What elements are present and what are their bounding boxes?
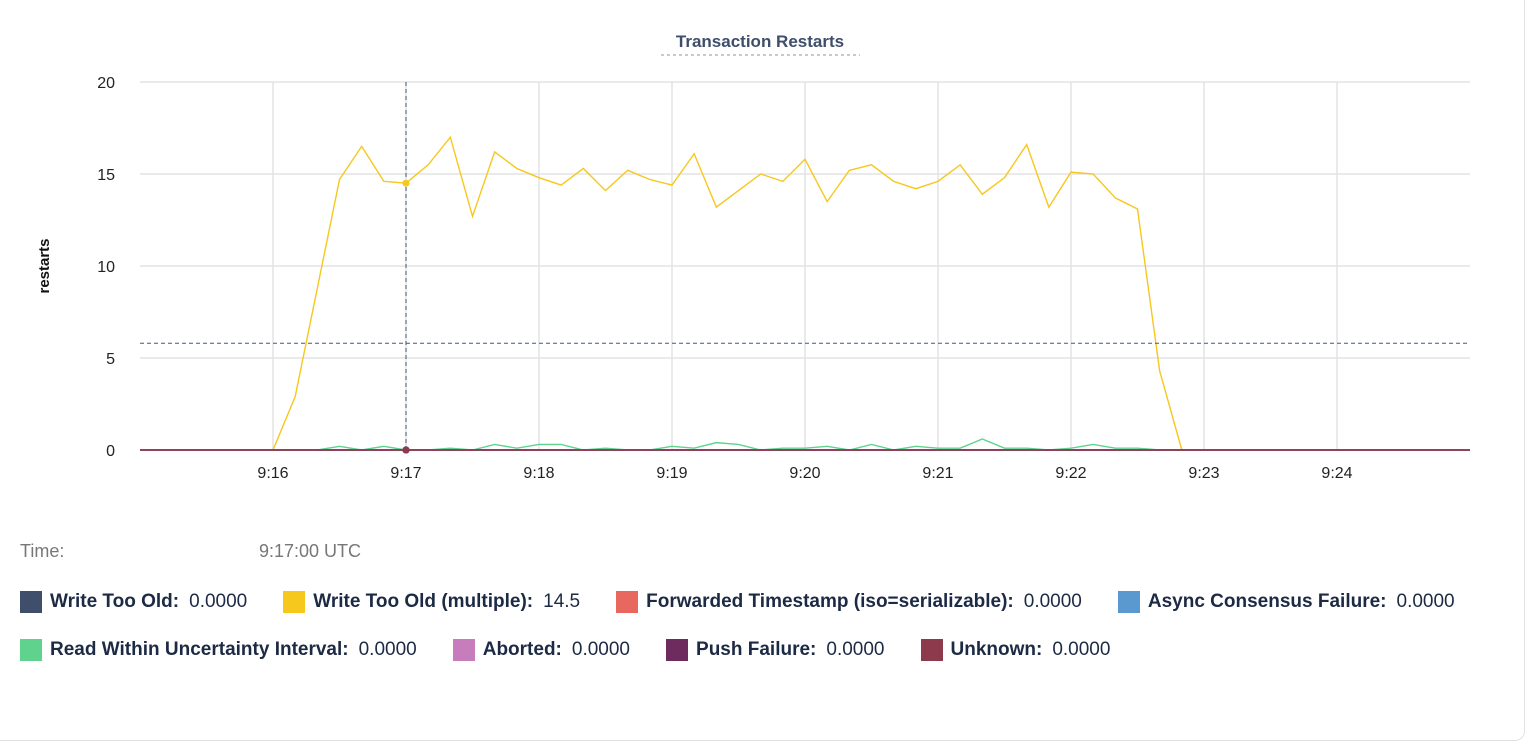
legend-label: Write Too Old (multiple):: [313, 591, 534, 612]
legend-item[interactable]: Write Too Old: 0.0000: [20, 588, 247, 616]
x-tick-label: 9:16: [257, 465, 288, 482]
chart-title[interactable]: Transaction Restarts: [676, 32, 844, 51]
legend-value: 0.0000: [358, 639, 417, 660]
legend-swatch: [920, 639, 943, 661]
legend-swatch: [616, 591, 639, 613]
x-tick-label: 9:23: [1188, 465, 1219, 482]
legend-swatch: [283, 591, 306, 613]
legend-item[interactable]: Async Consensus Failure: 0.0000: [1117, 588, 1455, 616]
x-tick-label: 9:19: [656, 465, 687, 482]
legend: Write Too Old: 0.0000 Write Too Old (multi…: [20, 588, 1500, 664]
legend-label: Read Within Uncertainty Interval:: [50, 639, 349, 660]
time-label: Time:: [20, 541, 65, 561]
legend-value: 0.0000: [571, 639, 631, 660]
legend-swatch: [452, 639, 475, 661]
x-tick-label: 9:24: [1321, 465, 1352, 482]
legend-value: 0.0000: [826, 639, 885, 660]
legend-swatch: [20, 639, 42, 661]
legend-value: 0.0000: [189, 591, 248, 612]
x-tick-label: 9:20: [789, 465, 820, 482]
legend-item[interactable]: Forwarded Timestamp (iso=serializable): 0…: [616, 588, 1082, 616]
x-tick-label: 9:17: [390, 465, 421, 482]
chart: Transaction Restarts restarts 0 5 10 15 20 9:…: [36, 32, 1470, 482]
legend-item[interactable]: Write Too Old (multiple): 14.5: [283, 588, 580, 616]
legend-value: 14.5: [543, 591, 581, 612]
y-tick-label: 5: [106, 351, 115, 368]
legend-swatch: [666, 639, 689, 661]
x-tick-label: 9:22: [1055, 465, 1086, 482]
x-tick-label: 9:21: [922, 465, 953, 482]
y-axis-label: restarts: [36, 238, 53, 293]
legend-value: 0.0000: [1052, 639, 1111, 660]
legend-label: Write Too Old:: [50, 591, 180, 612]
legend-label: Async Consensus Failure:: [1147, 591, 1387, 612]
legend-swatch: [20, 591, 42, 613]
x-tick-label: 9:18: [523, 465, 554, 482]
legend-item[interactable]: Read Within Uncertainty Interval: 0.0000: [20, 636, 417, 664]
legend-value: 0.0000: [1023, 591, 1082, 612]
legend-label: Push Failure:: [696, 639, 817, 660]
legend-item[interactable]: Push Failure: 0.0000: [666, 636, 885, 664]
legend-swatch: [1117, 591, 1140, 613]
hover-dot: [402, 179, 410, 187]
legend-item[interactable]: Aborted: 0.0000: [452, 636, 631, 664]
legend-label: Forwarded Timestamp (iso=serializable):: [646, 591, 1014, 612]
legend-label: Unknown:: [950, 639, 1043, 660]
y-tick-label: 0: [106, 443, 115, 460]
y-tick-label: 10: [97, 259, 115, 276]
legend-value: 0.0000: [1396, 591, 1455, 612]
time-value: 9:17:00 UTC: [259, 541, 362, 561]
y-tick-label: 15: [97, 167, 115, 184]
legend-label: Aborted:: [482, 639, 562, 660]
legend-item[interactable]: Unknown: 0.0000: [920, 636, 1111, 664]
hover-dot: [402, 446, 410, 454]
y-tick-label: 20: [97, 75, 115, 92]
